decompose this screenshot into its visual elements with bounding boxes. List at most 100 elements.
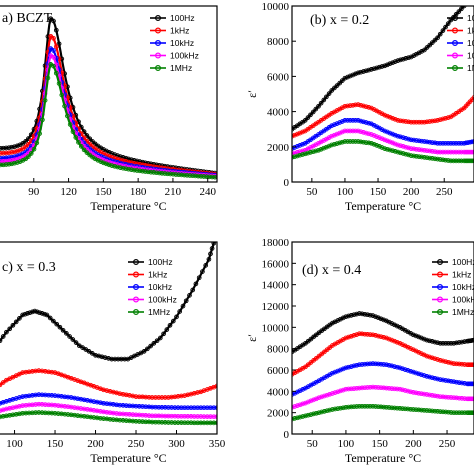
- data-point: [389, 337, 395, 343]
- data-point: [471, 337, 474, 343]
- plot-frame: [0, 5, 218, 183]
- data-point: [14, 148, 20, 154]
- x-tick-label: 200: [405, 438, 422, 450]
- data-point: [297, 143, 303, 148]
- data-point: [117, 165, 123, 170]
- data-point: [183, 298, 189, 304]
- data-point: [172, 420, 178, 425]
- data-point: [303, 413, 308, 419]
- data-point: [23, 369, 29, 375]
- data-point: [176, 172, 182, 178]
- data-point: [179, 393, 184, 399]
- data-point: [297, 152, 303, 158]
- data-point: [36, 401, 42, 407]
- data-point: [453, 158, 459, 164]
- data-point: [39, 368, 45, 374]
- data-point: [0, 155, 3, 161]
- data-point: [107, 416, 113, 422]
- data-point: [0, 382, 3, 388]
- data-point: [384, 129, 390, 135]
- data-point: [432, 118, 438, 124]
- legend-swatch-marker: [133, 259, 140, 266]
- data-point: [20, 403, 25, 408]
- data-point: [411, 137, 417, 143]
- legend-entry: 1MHz: [467, 63, 474, 73]
- data-point: [117, 402, 123, 408]
- data-point: [136, 419, 142, 424]
- x-tick-label: 90: [28, 186, 40, 198]
- data-point: [366, 120, 372, 126]
- data-point: [162, 395, 168, 400]
- data-point: [451, 410, 457, 416]
- data-point: [148, 169, 154, 175]
- data-point: [382, 146, 388, 151]
- data-point: [378, 361, 384, 367]
- data-point: [419, 147, 425, 153]
- data-point: [405, 388, 411, 394]
- data-point: [20, 410, 25, 416]
- data-point: [117, 157, 123, 163]
- data-point: [402, 406, 408, 412]
- data-point: [332, 390, 338, 395]
- data-point: [362, 361, 368, 367]
- data-point: [384, 404, 389, 410]
- data-point: [62, 103, 67, 109]
- data-point: [36, 410, 42, 415]
- data-point: [456, 140, 462, 146]
- y-tick-label: 16000: [262, 258, 290, 270]
- data-point: [451, 340, 457, 346]
- panel-label: (b) x = 0.2: [310, 13, 369, 28]
- data-point: [30, 410, 35, 416]
- data-point: [148, 343, 153, 349]
- data-point: [292, 154, 297, 160]
- data-point: [435, 35, 440, 41]
- data-point: [448, 158, 454, 164]
- data-point: [357, 331, 362, 337]
- data-point: [408, 146, 414, 151]
- data-point: [70, 129, 76, 135]
- data-point: [295, 403, 300, 408]
- data-point: [358, 139, 364, 145]
- data-point: [440, 340, 446, 346]
- data-point: [350, 118, 356, 123]
- data-point: [424, 337, 430, 343]
- data-point: [324, 392, 330, 398]
- data-point: [342, 75, 348, 81]
- data-point: [87, 149, 93, 155]
- data-point: [453, 149, 459, 155]
- data-point: [332, 141, 337, 147]
- data-point: [339, 119, 345, 124]
- data-point: [432, 375, 438, 381]
- data-point: [440, 116, 446, 122]
- data-point: [9, 144, 15, 150]
- data-point: [416, 119, 422, 125]
- data-point: [357, 403, 362, 409]
- legend-swatch-marker: [437, 271, 444, 278]
- data-point: [107, 410, 113, 416]
- data-point: [410, 369, 416, 375]
- series-line-1kHz: [0, 369, 217, 399]
- data-point: [424, 148, 430, 154]
- data-point: [313, 396, 319, 402]
- data-point: [23, 149, 29, 155]
- data-point: [413, 370, 419, 376]
- data-point: [184, 172, 190, 178]
- data-point: [459, 339, 465, 345]
- x-axis-title: Temperature °C: [90, 451, 166, 465]
- data-point: [308, 150, 313, 155]
- data-point: [432, 356, 438, 362]
- data-point: [81, 147, 87, 153]
- data-point: [381, 335, 387, 340]
- data-point: [120, 403, 126, 408]
- data-point: [28, 151, 34, 156]
- data-point: [427, 148, 433, 154]
- data-point: [354, 404, 360, 409]
- data-point: [175, 405, 181, 410]
- data-point: [456, 149, 462, 155]
- data-point: [427, 42, 433, 48]
- data-point: [104, 161, 109, 167]
- data-point: [387, 139, 393, 145]
- data-point: [340, 405, 346, 411]
- data-point: [51, 55, 56, 60]
- data-point: [346, 313, 351, 319]
